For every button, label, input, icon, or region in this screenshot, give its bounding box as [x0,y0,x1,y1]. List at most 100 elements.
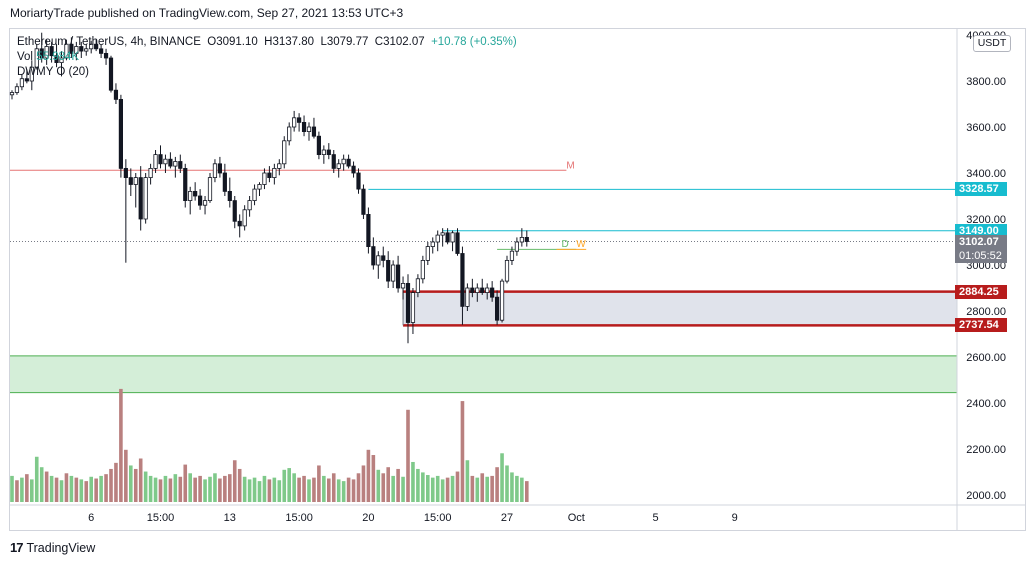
x-tick-label: 15:00 [285,512,313,524]
candle-body [207,177,213,202]
volume-bar [198,475,202,502]
candle [267,166,272,183]
footer-brand[interactable]: 17 TradingView [10,540,95,555]
candle-body [499,280,505,321]
y-tick-label: 2800.00 [966,306,1006,318]
candle-body [465,287,470,307]
volume-bar [109,468,113,502]
candle-body [371,246,376,266]
volume-bar [124,449,128,502]
volume-bar [361,465,366,502]
volume-bar [218,478,222,502]
volume-layer [10,388,529,502]
volume-bar [460,401,465,502]
chart-legend: Ethereum / TetherUS, 4h, BINANCE O3091.1… [17,35,517,80]
candle-body [54,55,59,64]
chart-frame[interactable] [9,28,1026,531]
candle [222,163,227,196]
y-tick-label: 2600.00 [966,352,1006,364]
volume-bar [119,388,123,502]
volume-bar [416,468,420,502]
candle [14,83,20,95]
candle-body [361,188,366,215]
candle [232,196,237,229]
candle-body [480,287,485,293]
candle-body [514,241,520,252]
candle [202,196,208,215]
candle [485,283,490,300]
candle-body [460,253,465,307]
candle-body [326,149,331,155]
tradingview-logo-icon: 17 [10,540,24,555]
legend-symbol[interactable]: Ethereum / TetherUS, 4h, BINANCE [17,36,201,48]
candle [296,113,302,132]
x-tick-label: 15:00 [147,512,175,524]
candle [262,168,267,190]
price-tag: 2884.25 [955,284,1007,299]
candle-body [366,213,371,247]
volume-bar [143,471,148,502]
candle-body [386,259,391,282]
candle [19,74,25,91]
axes-layer: 4000.003800.003600.003400.003200.003000.… [10,29,1025,531]
volume-bar [406,409,410,502]
candle [450,230,455,252]
volume-bar [525,481,529,502]
volume-bar [79,479,84,502]
legend-indicator[interactable]: DWMY O (20) [17,66,89,78]
candle [386,251,391,288]
candle [499,278,505,323]
volume-bar [312,477,316,502]
price-tag: 3102.07 [955,234,1007,249]
candle-body [494,296,500,321]
volume-bar [84,481,89,502]
x-tick-label: 9 [732,512,738,524]
candle-body [356,172,361,190]
volume-bar [173,474,178,502]
candle [336,159,341,178]
volume-bar [228,474,232,502]
candle [391,260,396,288]
y-tick-label: 3000.00 [966,260,1006,272]
candle [282,136,287,169]
volume-bar [480,473,485,502]
candle [207,173,213,203]
candle-body [24,78,29,82]
demand-zone-grey [403,291,957,326]
candle-body [242,209,247,227]
candle [138,166,143,231]
candle-body [14,86,20,93]
volume-bar [322,475,326,502]
volume-bar [237,468,242,502]
currency-button[interactable]: USDT [973,35,1011,52]
level-label-W: W [576,239,586,250]
candle [425,242,430,265]
candle [490,281,495,302]
candle-body [410,292,416,323]
legend-volume-row: Vol 55.984K [17,50,517,65]
candle [123,159,128,263]
candle-body [202,200,208,206]
volume-bar [485,476,489,502]
price-tag: 3328.57 [955,182,1007,197]
candle [301,115,307,137]
candle [346,154,351,169]
candle-body [178,161,183,169]
candle [183,163,188,208]
footer-brand-name: TradingView [26,540,96,555]
candle [430,237,435,254]
volume-bar [168,478,173,502]
volume-bar [470,475,475,502]
volume-bar [287,468,291,502]
candle-body [311,126,317,137]
legend-vol-label[interactable]: Vol [17,51,33,63]
candles-layer [9,32,529,344]
legend-open: O3091.10 [207,36,258,48]
candle [455,228,460,256]
legend-close: C3102.07 [374,36,425,48]
candle [326,143,331,160]
candle [435,230,440,252]
candle-body [316,135,322,155]
candle [227,177,232,208]
